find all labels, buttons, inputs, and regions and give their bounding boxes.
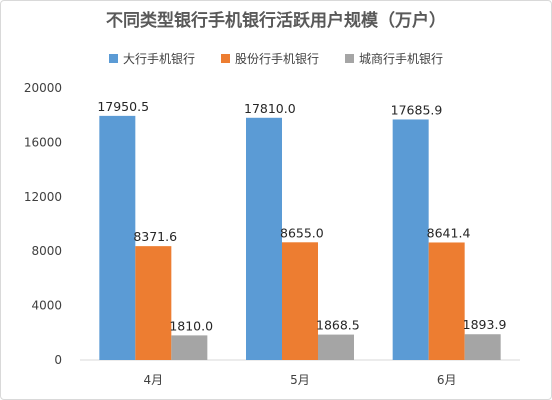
legend-item-2: 城商行手机银行 xyxy=(345,50,443,67)
data-label-2-2: 1893.9 xyxy=(463,317,507,332)
legend-swatch-1 xyxy=(220,54,230,63)
y-tick-label-1: 4000 xyxy=(31,299,62,313)
data-label-0-2: 17685.9 xyxy=(391,102,443,117)
legend-item-0: 大行手机银行 xyxy=(108,50,195,67)
data-label-1-2: 8641.4 xyxy=(427,225,471,240)
y-tick-label-0: 0 xyxy=(54,353,62,367)
data-label-0-1: 17810.0 xyxy=(244,101,296,116)
x-tick-label-2: 6月 xyxy=(437,373,457,387)
y-tick-label-5: 20000 xyxy=(24,81,62,95)
bar-1-2 xyxy=(428,242,465,360)
bar-0-2 xyxy=(392,119,429,360)
bar-0-0 xyxy=(99,115,136,360)
data-label-1-1: 8655.0 xyxy=(280,225,324,240)
chart-title: 不同类型银行手机银行活跃用户规模（万户） xyxy=(106,11,446,31)
x-tick-label-1: 5月 xyxy=(290,373,310,387)
x-tick-label-0: 4月 xyxy=(144,373,164,387)
y-tick-label-4: 16000 xyxy=(24,135,62,149)
legend-label-0: 大行手机银行 xyxy=(122,52,195,66)
legend-swatch-2 xyxy=(345,54,354,63)
data-label-2-0: 1810.0 xyxy=(169,318,213,333)
bar-1-0 xyxy=(135,246,172,360)
bar-1-1 xyxy=(282,242,318,360)
legend-label-2: 城商行手机银行 xyxy=(359,52,444,66)
bar-2-0 xyxy=(171,335,208,360)
legend-swatch-0 xyxy=(108,54,118,63)
data-label-1-0: 8371.6 xyxy=(133,229,177,244)
legend-label-1: 股份行手机银行 xyxy=(234,52,319,66)
y-tick-label-2: 8000 xyxy=(31,244,62,258)
data-label-2-1: 1868.5 xyxy=(316,318,360,333)
bar-2-1 xyxy=(318,334,354,360)
bar-0-1 xyxy=(246,117,282,360)
legend-item-1: 股份行手机银行 xyxy=(220,50,319,67)
chart-legend: 大行手机银行 股份行手机银行 城商行手机银行 xyxy=(0,50,552,67)
bar-2-2 xyxy=(464,334,501,360)
data-label-0-0: 17950.5 xyxy=(97,99,149,114)
y-tick-label-3: 12000 xyxy=(24,190,62,204)
